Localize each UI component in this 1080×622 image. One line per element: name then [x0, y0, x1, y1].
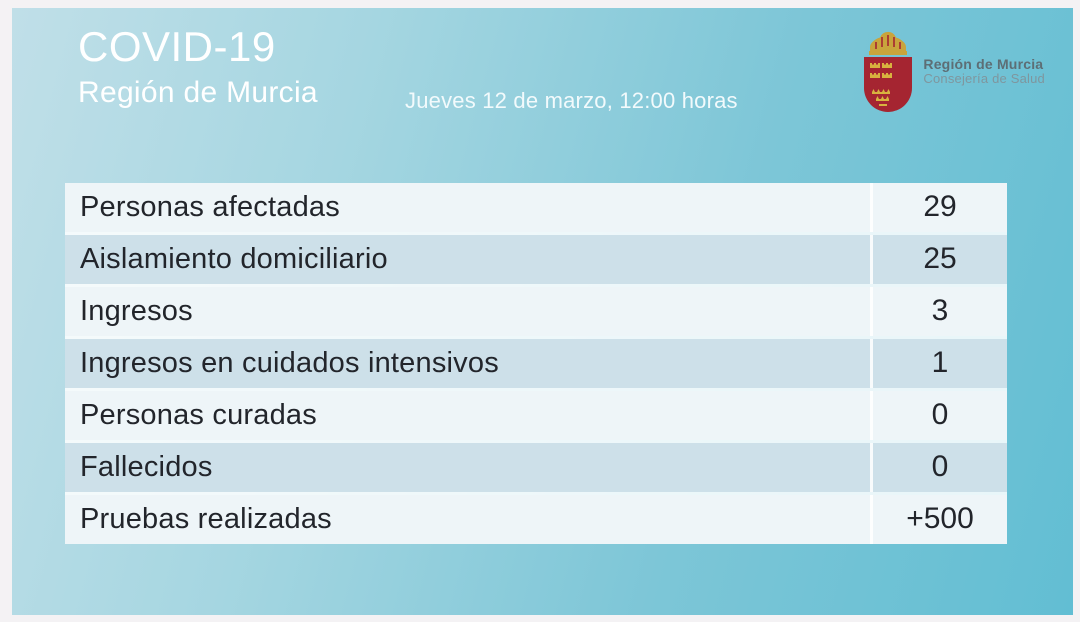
stat-value: 3 [870, 287, 1007, 336]
table-row: Pruebas realizadas +500 [65, 495, 1007, 544]
stat-value: 25 [870, 235, 1007, 284]
table-row: Fallecidos 0 [65, 443, 1007, 492]
stat-label: Personas afectadas [80, 191, 340, 223]
stat-label: Ingresos [80, 295, 193, 327]
page-subtitle: Región de Murcia [78, 76, 318, 110]
infographic-card: COVID-19 Región de Murcia Jueves 12 de m… [12, 8, 1073, 615]
table-row: Personas afectadas 29 [65, 183, 1007, 232]
stat-value: 0 [870, 443, 1007, 492]
table-row: Ingresos en cuidados intensivos 1 [65, 339, 1007, 388]
stat-value: 29 [870, 183, 1007, 232]
stat-label: Personas curadas [80, 399, 317, 431]
report-datetime: Jueves 12 de marzo, 12:00 horas [405, 88, 738, 113]
stat-value: +500 [870, 495, 1007, 544]
logo-dept-name: Consejería de Salud [923, 71, 1045, 87]
castles-emblem [870, 63, 893, 78]
murcia-coat-of-arms-icon [864, 31, 913, 112]
stat-label: Ingresos en cuidados intensivos [80, 347, 499, 379]
title-block: COVID-19 Región de Murcia [78, 23, 318, 110]
stat-label: Aislamiento domiciliario [80, 243, 388, 275]
stat-value: 1 [870, 339, 1007, 388]
logo-org-name: Región de Murcia [923, 56, 1044, 72]
table-row: Personas curadas 0 [65, 391, 1007, 440]
stat-value: 0 [870, 391, 1007, 440]
crowns-emblem [872, 89, 891, 106]
table-row: Aislamiento domiciliario 25 [65, 235, 1007, 284]
crown-icon [869, 31, 908, 55]
stat-label: Fallecidos [80, 451, 213, 483]
page-title: COVID-19 [78, 23, 276, 70]
table-row: Ingresos 3 [65, 287, 1007, 336]
logo-text: Región de Murcia Consejería de Salud [923, 56, 1045, 87]
region-murcia-logo: Región de Murcia Consejería de Salud [862, 30, 1045, 116]
covid-stats-table: Personas afectadas 29 Aislamiento domici… [65, 183, 1007, 544]
stat-label: Pruebas realizadas [80, 503, 332, 535]
